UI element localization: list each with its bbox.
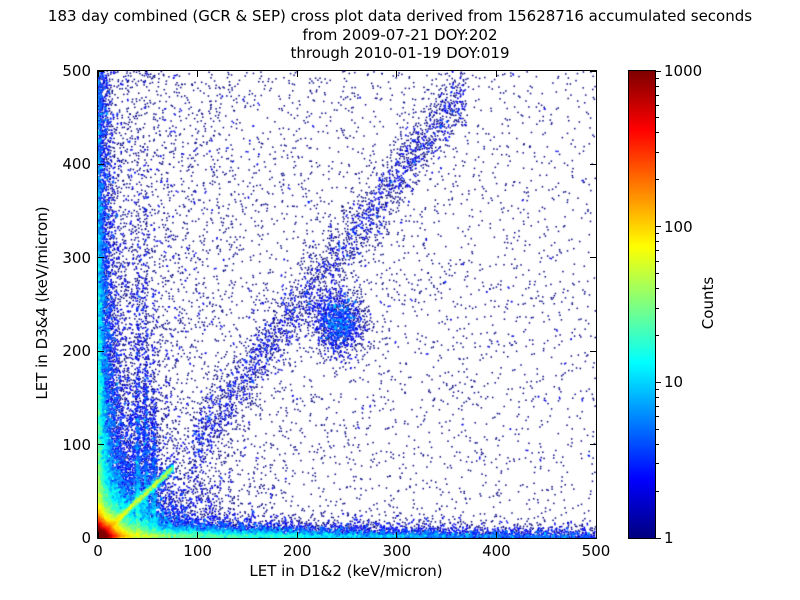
colorbar-minor-tick-mark [656,117,659,119]
y-tick-mark [98,257,104,259]
x-tick-mark [396,532,398,538]
x-tick-mark-top [197,71,199,77]
x-tick-mark [197,532,199,538]
colorbar-minor-tick-mark [656,416,659,418]
colorbar-minor-tick-mark [656,85,659,87]
colorbar-minor-tick-mark [656,288,659,290]
scatter-canvas [98,71,596,538]
colorbar-minor-tick-mark [656,233,659,235]
colorbar-minor-tick-mark [656,241,659,243]
y-tick-mark [98,70,104,72]
colorbar-minor-tick-mark [656,428,659,430]
y-tick-mark-right [590,350,596,352]
colorbar-minor-tick-mark [656,94,659,96]
colorbar-tick-label: 1000 [664,62,703,80]
colorbar-canvas [629,71,655,538]
y-tick-mark-right [590,537,596,539]
y-tick-label: 400 [62,155,91,174]
chart-subtitle-through: through 2010-01-19 DOY:019 [290,44,510,62]
colorbar-minor-tick-mark [656,388,659,390]
colorbar-minor-tick-mark [656,273,659,275]
y-tick-label: 100 [62,435,91,454]
colorbar-minor-tick-mark [656,396,659,398]
x-tick-mark-top [495,71,497,77]
chart-subtitle-from: from 2009-07-21 DOY:202 [302,26,498,44]
x-tick-label: 400 [482,542,511,560]
colorbar-minor-tick-mark [656,334,659,336]
y-tick-mark-right [590,257,596,259]
x-tick-mark-top [296,71,298,77]
colorbar-minor-tick-mark [656,260,659,262]
y-tick-label: 0 [81,529,91,547]
colorbar-tick-label: 1 [664,529,674,547]
x-tick-mark-top [97,71,99,77]
colorbar-tick-mark [656,381,661,383]
colorbar-minor-tick-mark [656,250,659,252]
colorbar-minor-tick-mark [656,307,659,309]
y-tick-mark-right [590,70,596,72]
y-tick-mark [98,163,104,165]
colorbar-minor-tick-mark [656,443,659,445]
colorbar-minor-tick-mark [656,179,659,181]
y-tick-mark-right [590,163,596,165]
x-tick-label: 500 [581,542,611,560]
x-tick-mark [595,532,597,538]
y-tick-mark [98,350,104,352]
y-tick-mark-right [590,444,596,446]
y-axis-label: LET in D3&4 (keV/micron) [33,206,51,400]
colorbar-minor-tick-mark [656,463,659,465]
colorbar-minor-tick-mark [656,405,659,407]
colorbar-tick-mark [656,70,661,72]
x-tick-mark [97,532,99,538]
x-tick-mark [296,532,298,538]
y-tick-mark [98,444,104,446]
x-tick-mark [495,532,497,538]
colorbar-tick-mark [656,537,661,539]
y-tick-mark [98,537,104,539]
colorbar-minor-tick-mark [656,77,659,79]
y-tick-label: 500 [62,62,91,80]
colorbar-tick-label: 100 [664,217,693,236]
chart-title: 183 day combined (GCR & SEP) cross plot … [47,7,753,25]
y-tick-label: 300 [62,248,91,267]
colorbar-minor-tick-mark [656,490,659,492]
plot-area [97,70,597,539]
x-axis-label: LET in D1&2 (keV/micron) [249,562,443,580]
x-tick-label: 300 [382,542,412,560]
x-tick-label: 100 [183,542,212,560]
colorbar-label: Counts [699,276,717,330]
colorbar-tick-label: 10 [664,373,684,392]
x-tick-label: 0 [93,542,103,560]
y-tick-label: 200 [62,342,91,361]
colorbar-minor-tick-mark [656,105,659,107]
colorbar-tick-mark [656,226,661,228]
colorbar-minor-tick-mark [656,132,659,134]
colorbar-minor-tick-mark [656,151,659,153]
x-tick-label: 200 [282,542,312,560]
x-tick-mark-top [396,71,398,77]
x-tick-mark-top [595,71,597,77]
colorbar [628,70,656,539]
